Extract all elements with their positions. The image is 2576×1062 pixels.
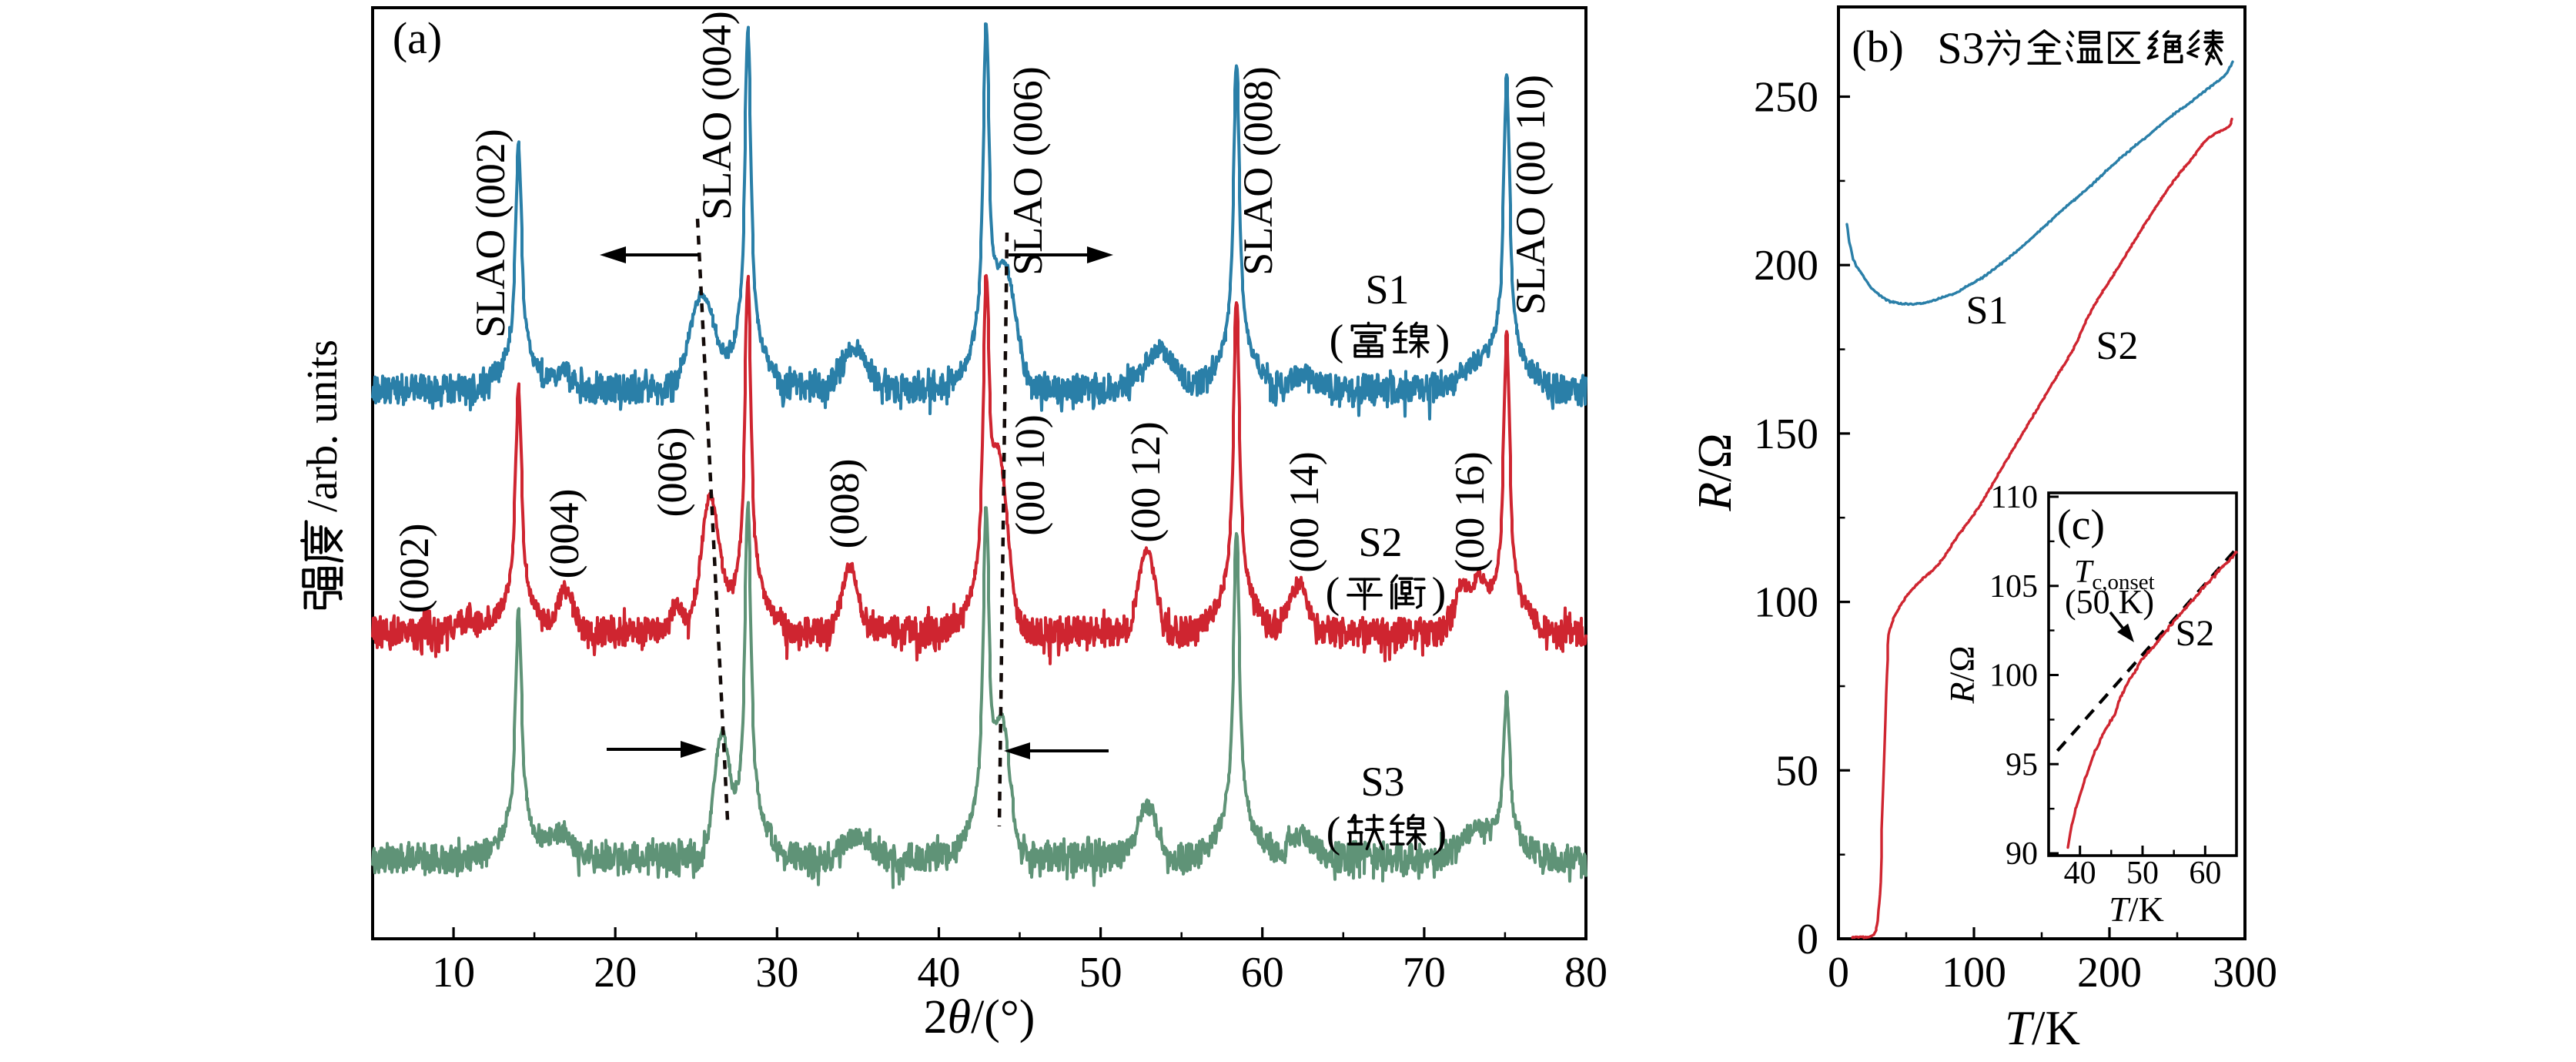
svg-text:50: 50 [1079,949,1122,997]
svg-text:100: 100 [1754,579,1818,627]
svg-text:S2: S2 [1358,519,1402,565]
svg-text:60: 60 [2189,856,2221,891]
svg-text:(00 12): (00 12) [1122,421,1169,542]
svg-text:(: ( [1326,809,1341,856]
svg-text:(50 K): (50 K) [2065,583,2154,621]
svg-text:90: 90 [2006,836,2038,872]
svg-text:): ) [1436,317,1450,364]
svg-text:S3: S3 [1360,759,1404,805]
svg-text:(00 10): (00 10) [1007,414,1053,535]
svg-text:105: 105 [1989,569,2038,605]
svg-text:SLAO (008): SLAO (008) [1235,66,1281,275]
svg-text:20: 20 [594,949,637,997]
svg-text:100: 100 [1989,658,2038,694]
svg-text:S1: S1 [1365,266,1409,313]
svg-text:SLAO (00 10): SLAO (00 10) [1507,75,1554,315]
svg-text:(002): (002) [391,524,437,614]
svg-text:S3: S3 [1937,23,1984,73]
svg-text:110: 110 [1991,480,2038,515]
svg-text:40: 40 [917,949,960,997]
svg-text:(c): (c) [2057,501,2105,549]
svg-text:SLAO (004): SLAO (004) [694,11,740,219]
svg-text:T/K: T/K [2109,889,2164,929]
svg-text:(b): (b) [1852,22,1904,72]
svg-text:30: 30 [755,949,798,997]
svg-text:50: 50 [2126,856,2159,891]
svg-text:(00 14): (00 14) [1281,451,1327,572]
svg-text:(004): (004) [541,489,587,579]
svg-text:250: 250 [1754,74,1818,122]
svg-text:S1: S1 [1966,289,2009,333]
svg-text:300: 300 [2213,949,2277,997]
svg-text:S2: S2 [2176,613,2215,654]
svg-text:SLAO (006): SLAO (006) [1005,66,1051,275]
svg-text:): ) [1432,569,1447,617]
svg-text:0: 0 [1828,949,1849,997]
svg-text:150: 150 [1754,410,1818,458]
svg-text:95: 95 [2006,747,2038,782]
svg-text:200: 200 [1754,242,1818,290]
svg-text:200: 200 [2077,949,2142,997]
svg-text:100: 100 [1942,949,2006,997]
svg-text:/arb. units: /arb. units [299,340,346,512]
svg-text:(00 16): (00 16) [1447,451,1493,572]
svg-text:Tc,onset: Tc,onset [2074,554,2155,595]
svg-text:70: 70 [1403,949,1446,997]
svg-text:80: 80 [1564,949,1607,997]
svg-text:SLAO (002): SLAO (002) [467,129,514,337]
svg-text:10: 10 [432,949,475,997]
svg-text:S2: S2 [2096,324,2139,368]
svg-text:T/K: T/K [2005,1001,2080,1055]
svg-text:0: 0 [1797,916,1818,963]
svg-text:(a): (a) [393,13,442,63]
svg-text:60: 60 [1241,949,1284,997]
svg-text:(006): (006) [649,427,695,518]
svg-text:40: 40 [2064,856,2096,891]
svg-text:R/Ω: R/Ω [1942,645,1982,704]
svg-text:(: ( [1330,317,1344,364]
svg-text:2θ/(°): 2θ/(°) [924,991,1035,1044]
svg-text:(008): (008) [821,459,868,549]
svg-text:R/Ω: R/Ω [1689,433,1741,511]
svg-text:(: ( [1326,569,1340,617]
svg-text:): ) [1433,809,1447,856]
svg-text:50: 50 [1775,747,1818,795]
